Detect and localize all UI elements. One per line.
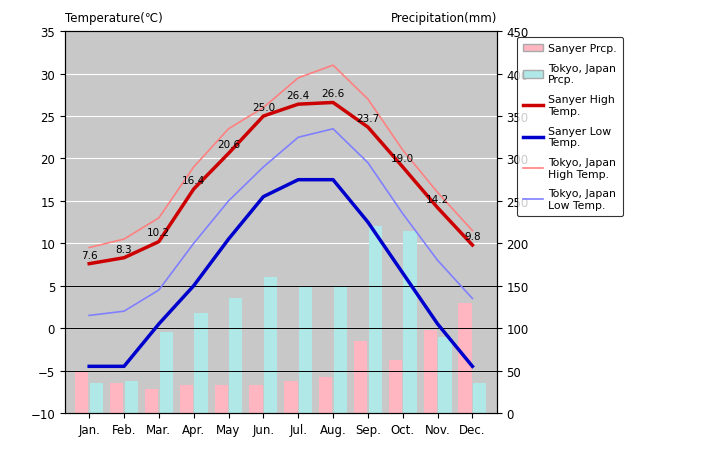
Bar xyxy=(160,333,173,413)
Bar xyxy=(438,337,451,413)
Bar xyxy=(473,383,486,413)
Bar xyxy=(423,330,437,413)
Bar xyxy=(110,383,123,413)
Text: 26.4: 26.4 xyxy=(287,91,310,101)
Bar xyxy=(249,385,263,413)
Text: 9.8: 9.8 xyxy=(464,231,481,241)
Bar xyxy=(264,278,277,413)
Text: 16.4: 16.4 xyxy=(182,175,205,185)
Bar xyxy=(354,341,367,413)
Text: Temperature(℃): Temperature(℃) xyxy=(65,11,163,24)
Bar xyxy=(145,389,158,413)
Text: 25.0: 25.0 xyxy=(252,103,275,112)
Text: 19.0: 19.0 xyxy=(391,153,414,163)
Bar xyxy=(389,360,402,413)
Bar xyxy=(369,227,382,413)
Bar xyxy=(319,378,333,413)
Bar xyxy=(180,385,193,413)
Bar xyxy=(334,286,347,413)
Text: 8.3: 8.3 xyxy=(116,244,132,254)
Bar xyxy=(229,299,243,413)
Text: 14.2: 14.2 xyxy=(426,194,449,204)
Bar xyxy=(76,371,89,413)
Text: 20.6: 20.6 xyxy=(217,140,240,150)
Text: Precipitation(mm): Precipitation(mm) xyxy=(390,11,497,24)
Bar xyxy=(459,303,472,413)
Text: 7.6: 7.6 xyxy=(81,250,97,260)
Text: 23.7: 23.7 xyxy=(356,114,379,123)
Legend: Sanyer Prcp., Tokyo, Japan
Prcp., Sanyer High
Temp., Sanyer Low
Temp., Tokyo, Ja: Sanyer Prcp., Tokyo, Japan Prcp., Sanyer… xyxy=(517,38,623,217)
Bar xyxy=(194,313,207,413)
Bar xyxy=(125,381,138,413)
Bar xyxy=(299,288,312,413)
Text: 26.6: 26.6 xyxy=(321,89,345,99)
Text: 10.2: 10.2 xyxy=(148,228,171,238)
Bar xyxy=(403,231,417,413)
Bar xyxy=(215,385,228,413)
Bar xyxy=(284,381,297,413)
Bar xyxy=(90,383,103,413)
